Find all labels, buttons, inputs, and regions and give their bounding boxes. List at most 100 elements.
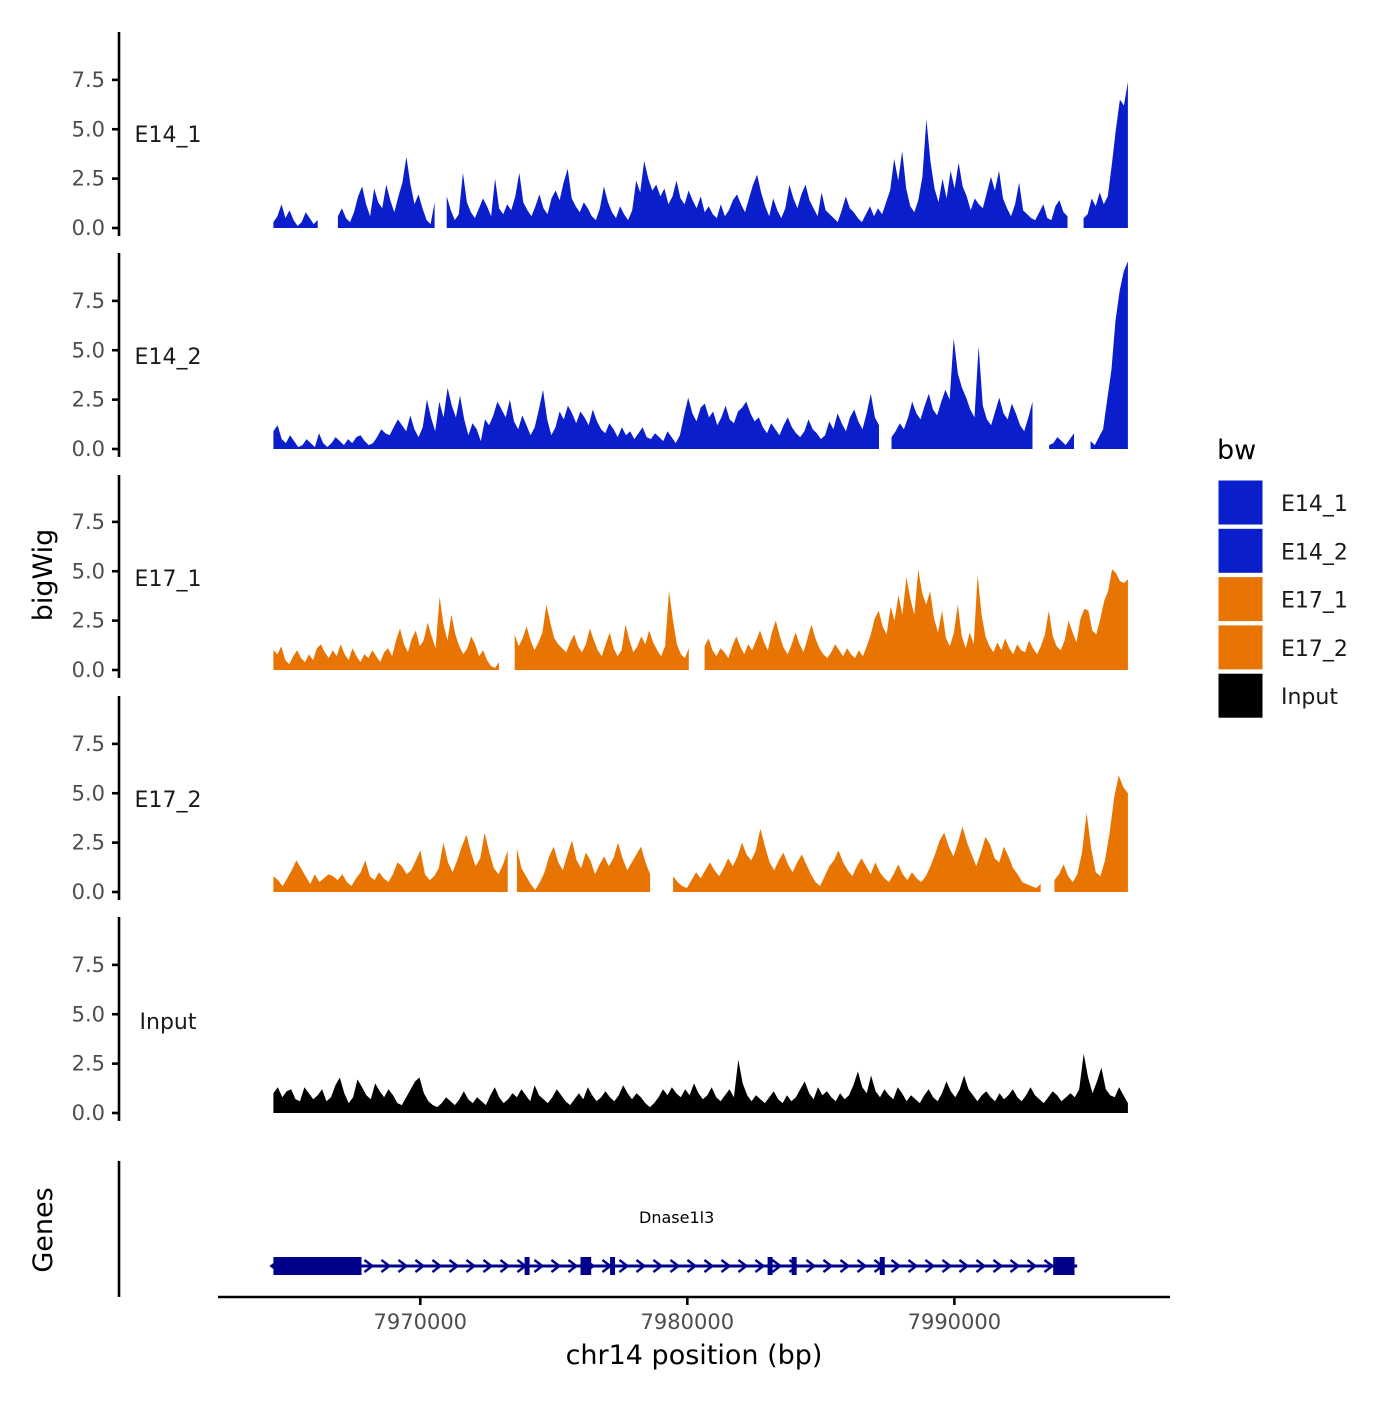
y-tick-label: 5.0: [72, 559, 105, 583]
x-tick-label: 7970000: [374, 1310, 468, 1334]
legend-item: E17_2: [1217, 624, 1348, 671]
strand-arrow: [737, 1259, 749, 1273]
legend-swatch: [1217, 576, 1264, 623]
legend-swatch: [1217, 479, 1264, 526]
strand-arrow: [839, 1259, 851, 1273]
track-e14-1: 0.0 2.5 5.0 7.5 E14_1: [72, 32, 1128, 240]
coverage-area: [273, 596, 499, 670]
y-tick-label: 0.0: [72, 216, 105, 240]
y-tick-label: 2.5: [72, 1052, 105, 1076]
exon-block: [580, 1257, 592, 1275]
coverage-area: [1090, 261, 1128, 449]
legend-item: E17_1: [1217, 576, 1348, 623]
coverage-area: [273, 832, 508, 892]
track-label: E17_2: [135, 788, 202, 813]
y-tick-label: 2.5: [72, 388, 105, 412]
coverage-area: [704, 569, 1128, 670]
strand-arrow: [448, 1259, 460, 1273]
coverage-area: [273, 204, 318, 228]
legend-label: E14_1: [1281, 492, 1348, 517]
strand-arrow: [975, 1259, 987, 1273]
strand-arrow: [465, 1259, 477, 1273]
strand-arrow: [363, 1259, 375, 1273]
legend-swatch: [1217, 527, 1264, 574]
strand-arrow: [686, 1259, 698, 1273]
y-tick-label: 7.5: [72, 953, 105, 977]
gene-label: Dnase1l3: [639, 1208, 714, 1227]
y-tick-label: 5.0: [72, 117, 105, 141]
strand-arrow: [754, 1259, 766, 1273]
x-tick-label: 7990000: [908, 1310, 1002, 1334]
track-e17-2: 0.0 2.5 5.0 7.5 E17_2: [72, 696, 1128, 904]
coverage-area: [1049, 433, 1074, 449]
track-e17-1: 0.0 2.5 5.0 7.5 E17_1: [72, 475, 1128, 682]
strand-arrow: [890, 1259, 902, 1273]
y-tick-label: 2.5: [72, 609, 105, 633]
strand-arrow: [1009, 1259, 1021, 1273]
strand-arrow: [380, 1259, 392, 1273]
genes-layer: Dnase1l3: [117, 1161, 1078, 1297]
legend-swatch: [1217, 624, 1264, 671]
coverage-area: [446, 119, 1068, 228]
gene-dnase1l3: Dnase1l3: [269, 1208, 1078, 1275]
coverage-area: [891, 338, 1033, 449]
strand-arrow: [992, 1259, 1004, 1273]
strand-arrow: [907, 1259, 919, 1273]
track-label: E14_1: [135, 123, 202, 148]
strand-arrow: [856, 1259, 868, 1273]
coverage-area: [1083, 81, 1128, 228]
y-tick-label: 0.0: [72, 658, 105, 682]
strand-arrow: [567, 1259, 579, 1273]
strand-arrow: [958, 1259, 970, 1273]
legend-label: E14_2: [1281, 540, 1348, 565]
exon-block: [1053, 1257, 1075, 1275]
legend-swatch: [1217, 672, 1264, 719]
tracks-layer: 0.0 2.5 5.0 7.5 E14_1 0.0 2.5 5.0 7.5 E14_2 0.0 2.5…: [72, 32, 1128, 1125]
exon-mark: [791, 1257, 797, 1275]
strand-arrow: [771, 1259, 783, 1273]
legend-label: Input: [1281, 685, 1338, 710]
y-tick-label: 5.0: [72, 1002, 105, 1026]
y-tick-label: 5.0: [72, 781, 105, 805]
coverage-area: [516, 840, 651, 892]
exon-block: [273, 1257, 362, 1275]
exon-mark: [524, 1257, 530, 1275]
strand-arrow: [805, 1259, 817, 1273]
track-label: E14_2: [135, 345, 202, 370]
strand-arrow: [924, 1259, 936, 1273]
strand-arrow: [720, 1259, 732, 1273]
y-tick-label: 2.5: [72, 831, 105, 855]
strand-arrow: [618, 1259, 630, 1273]
y-tick-label: 0.0: [72, 880, 105, 904]
strand-arrow: [397, 1259, 409, 1273]
gene-end-arrow: [269, 1260, 278, 1272]
strand-arrow: [635, 1259, 647, 1273]
y-tick-label: 7.5: [72, 510, 105, 534]
coverage-area: [273, 387, 879, 449]
strand-arrow: [499, 1259, 511, 1273]
y-tick-label: 0.0: [72, 1101, 105, 1125]
y-tick-label: 7.5: [72, 68, 105, 92]
coverage-area: [673, 826, 1041, 892]
strand-arrow: [550, 1259, 562, 1273]
x-axis: 7970000 7980000 7990000: [218, 1295, 1170, 1334]
coverage-area: [273, 1053, 1128, 1113]
strand-arrow: [431, 1259, 443, 1273]
exon-mark: [610, 1257, 616, 1275]
legend: bw E14_1 E14_2 E17_1 E17_2 Input: [1217, 435, 1348, 719]
track-label: E17_1: [135, 567, 202, 592]
coverage-area: [514, 591, 689, 670]
strand-arrow: [482, 1259, 494, 1273]
y-axis-title: bigWig: [28, 529, 59, 622]
strand-arrow: [941, 1259, 953, 1273]
legend-item: Input: [1217, 672, 1338, 719]
legend-label: E17_2: [1281, 637, 1348, 662]
y-tick-label: 7.5: [72, 289, 105, 313]
strand-arrow: [1043, 1259, 1055, 1273]
strand-arrow: [652, 1259, 664, 1273]
x-axis-title: chr14 position (bp): [566, 1340, 823, 1371]
strand-arrow: [703, 1259, 715, 1273]
legend-label: E17_1: [1281, 589, 1348, 614]
